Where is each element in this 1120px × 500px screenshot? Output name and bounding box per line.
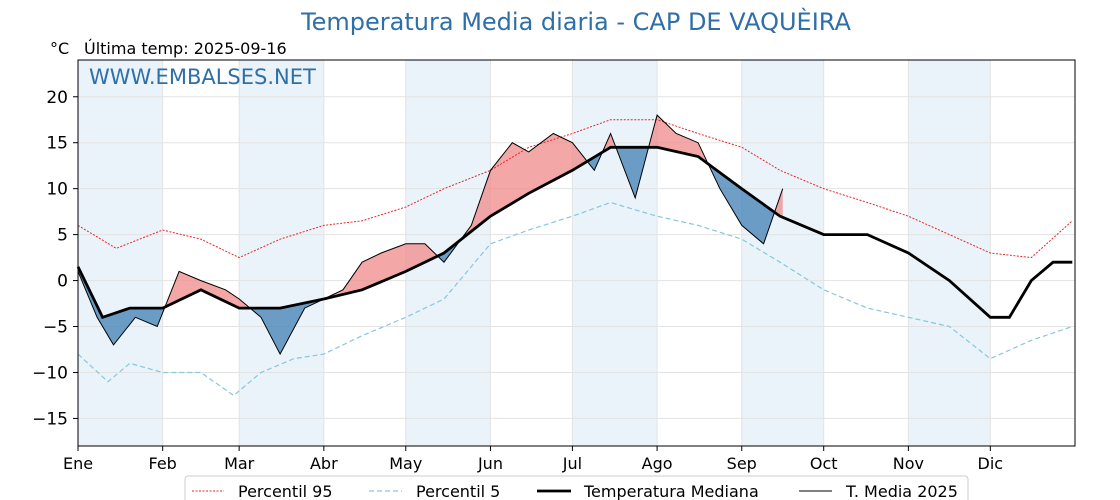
legend-label-p95: Percentil 95 <box>238 482 333 500</box>
watermark-text: WWW.EMBALSES.NET <box>89 65 316 89</box>
x-tick-label: Jul <box>562 454 582 473</box>
x-tick-label: Nov <box>893 454 924 473</box>
x-tick-label: Oct <box>810 454 838 473</box>
below-median-fill <box>616 146 649 198</box>
month-band <box>78 60 163 446</box>
series-lines <box>76 114 1073 397</box>
below-median-fill <box>251 299 324 355</box>
legend-label-p5: Percentil 5 <box>416 482 500 500</box>
x-tick-label: Ene <box>63 454 93 473</box>
plot-frame <box>77 59 1076 447</box>
series-line-y2025 <box>77 114 784 356</box>
x-tick-label: Dic <box>978 454 1004 473</box>
month-band <box>908 60 991 446</box>
x-tick-label: Ago <box>642 454 673 473</box>
x-tick-label: Mar <box>224 454 255 473</box>
above-median-fill <box>461 133 588 239</box>
month-band <box>741 60 824 446</box>
y-tick-label: −15 <box>32 409 68 429</box>
x-axis: Ene Feb Mar Abr May Jun Jul Ago Sep Oct Nov Dic <box>63 446 1003 473</box>
y-tick-label: −5 <box>43 318 68 338</box>
x-tick-label: Sep <box>727 454 757 473</box>
x-tick-label: Jun <box>477 454 503 473</box>
y-tick-label: 0 <box>57 272 68 292</box>
series-line-p95 <box>77 119 1073 259</box>
anomaly-fills <box>78 115 783 355</box>
month-bands <box>78 60 991 446</box>
x-tick-label: Abr <box>310 454 338 473</box>
last-update-label: Última temp: 2025-09-16 <box>84 39 287 58</box>
legend-box <box>184 475 969 500</box>
y-tick-label: 5 <box>57 226 68 246</box>
legend-label-median: Temperatura Mediana <box>583 482 759 500</box>
above-median-fill <box>165 271 252 310</box>
legend: Percentil 95 Percentil 5 Temperatura Med… <box>184 475 969 500</box>
chart-title: Temperatura Media diaria - CAP DE VAQUÈI… <box>301 8 851 36</box>
legend-label-2025: T. Media 2025 <box>845 482 958 500</box>
y-tick-label: 15 <box>46 134 68 154</box>
x-tick-label: May <box>389 454 422 473</box>
month-band <box>572 60 658 446</box>
above-median-fill <box>602 133 617 153</box>
y-axis: 20 15 10 5 0 −5 −10 −15 <box>32 88 78 429</box>
above-median-fill <box>648 115 709 166</box>
y-tick-label: 20 <box>46 88 68 108</box>
x-tick-label: Feb <box>149 454 177 473</box>
above-median-fill <box>323 243 439 299</box>
y-tick-label: −10 <box>32 363 68 383</box>
y-tick-label: 10 <box>46 180 68 200</box>
series-line-median <box>76 145 1073 320</box>
y-unit-label: °C <box>50 39 70 58</box>
series-line-p5 <box>77 201 1073 397</box>
month-band <box>239 60 324 446</box>
below-median-fill <box>709 164 775 244</box>
